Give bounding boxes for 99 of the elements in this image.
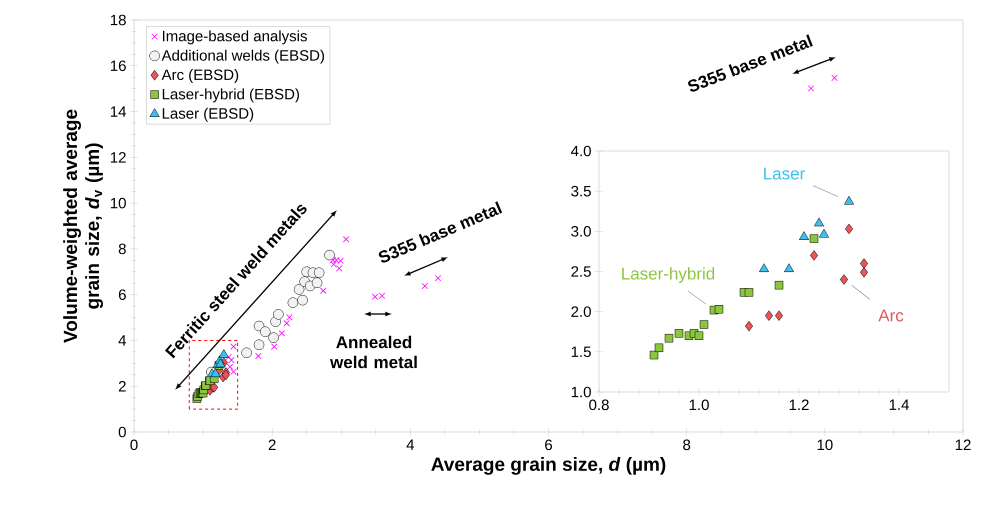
x-tick-label: 1.4: [890, 400, 909, 410]
x-tick-label: 0.8: [589, 400, 609, 410]
x-tick-label: 10: [818, 440, 833, 450]
x-tick-label: 12: [956, 440, 971, 450]
point: [860, 258, 868, 269]
point: [745, 320, 753, 332]
point: [714, 305, 724, 314]
point: [312, 278, 322, 288]
y-tick-label: 14: [110, 106, 126, 117]
text: Laser: [764, 168, 805, 180]
y-tick-label: 2.5: [571, 266, 591, 277]
point: [210, 368, 221, 378]
point: [324, 250, 335, 260]
point: [260, 326, 270, 337]
point: [215, 358, 226, 368]
point: [860, 267, 868, 278]
point: [314, 267, 324, 278]
y-tick-label: 16: [110, 60, 126, 72]
point: [700, 320, 708, 329]
point: [810, 234, 818, 243]
point: [333, 256, 340, 264]
point: [336, 265, 342, 272]
y-tick-label: 1.0: [572, 386, 591, 398]
point: [320, 288, 327, 294]
series-label: Laser-hybrid: [622, 267, 714, 283]
point: [342, 236, 350, 242]
y-tick-label: 2: [118, 380, 126, 392]
point: [765, 310, 773, 321]
point: [694, 332, 704, 340]
point: [297, 294, 308, 306]
point: [222, 370, 230, 380]
y-tick-label: 4: [118, 335, 126, 346]
point: [241, 348, 252, 358]
point: [434, 274, 442, 282]
legend-label: Image-based analysis: [162, 30, 307, 44]
point: [810, 250, 818, 261]
y-tick-label: 1.5: [572, 346, 591, 358]
point: [814, 218, 824, 226]
point: [230, 368, 237, 376]
legend-label: Additional welds (EBSD): [162, 50, 324, 64]
legend-label: Laser-hybrid (EBSD): [162, 88, 299, 102]
point: [840, 274, 848, 285]
point: [294, 284, 304, 295]
point: [230, 343, 237, 350]
x-tick-label: 2: [268, 440, 276, 450]
point: [226, 364, 234, 370]
point: [744, 288, 754, 297]
point: [844, 196, 854, 205]
y-tick-label: 10: [110, 198, 126, 208]
point: [218, 349, 229, 358]
point: [650, 350, 658, 360]
legend-label: Arc (EBSD): [162, 69, 238, 84]
point: [228, 356, 235, 364]
text: Arc: [878, 310, 904, 322]
point: [819, 228, 829, 238]
y-tick-label: 2.0: [571, 306, 591, 317]
y-tick-label: 3.0: [571, 226, 591, 237]
y-tick-label: 4.0: [570, 146, 591, 156]
point: [775, 310, 783, 321]
point: [330, 261, 337, 268]
x-axis-title: Average grain size, d (µm): [431, 456, 666, 475]
point: [808, 85, 814, 92]
point: [273, 309, 284, 320]
y-tick-label: 6: [118, 289, 126, 300]
y-tick-label: 18: [110, 14, 126, 26]
legend-label: Laser (EBSD): [162, 108, 254, 122]
point: [774, 280, 784, 290]
point: [288, 297, 298, 308]
point: [784, 263, 794, 272]
point: [271, 343, 278, 350]
y-tick-label: 3.5: [571, 186, 591, 196]
point: [654, 344, 664, 352]
point: [845, 224, 853, 234]
y-tick-label: 8: [118, 244, 126, 254]
x-tick-label: 1.2: [790, 400, 809, 410]
point: [283, 320, 290, 326]
point: [422, 282, 428, 290]
point: [674, 329, 684, 338]
point: [225, 354, 232, 360]
annotation: S355 base metal: [378, 201, 502, 263]
annotation: Annealed weld metal: [330, 336, 417, 368]
x-tick-label: 4: [406, 440, 414, 450]
point: [759, 263, 769, 272]
annotation: S355 base metal: [688, 34, 813, 92]
x-tick-label: 6: [545, 440, 552, 450]
point: [831, 74, 838, 82]
x-tick-label: 8: [683, 440, 690, 450]
x-tick-label: 1.0: [690, 400, 709, 410]
point: [268, 332, 279, 343]
point: [254, 340, 264, 350]
point: [799, 231, 809, 240]
point: [255, 352, 262, 360]
point: [664, 334, 674, 342]
point: [254, 320, 264, 332]
point: [278, 330, 286, 337]
x-tick-label: 0: [130, 440, 138, 450]
point: [286, 314, 293, 321]
y-tick-label: 12: [110, 152, 126, 163]
y-tick-label: 0: [118, 426, 126, 438]
